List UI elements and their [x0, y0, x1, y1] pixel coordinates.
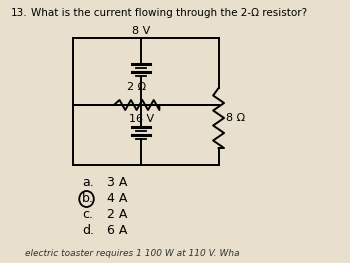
Text: c.: c.	[82, 209, 93, 221]
Text: 2 A: 2 A	[107, 209, 128, 221]
Text: a.: a.	[82, 176, 94, 190]
Text: 13.: 13.	[11, 8, 28, 18]
Text: b.: b.	[82, 193, 94, 205]
Text: 8 V: 8 V	[132, 26, 150, 36]
Text: 16 V: 16 V	[128, 114, 154, 124]
Text: 2 Ω: 2 Ω	[127, 82, 146, 92]
Text: 6 A: 6 A	[107, 225, 128, 237]
Text: electric toaster requires 1 100 W at 110 V. Wha: electric toaster requires 1 100 W at 110…	[2, 249, 239, 258]
Text: d.: d.	[82, 225, 94, 237]
Text: 4 A: 4 A	[107, 193, 128, 205]
Text: 8 Ω: 8 Ω	[226, 113, 245, 123]
Text: What is the current flowing through the 2-Ω resistor?: What is the current flowing through the …	[31, 8, 307, 18]
Text: 3 A: 3 A	[107, 176, 128, 190]
